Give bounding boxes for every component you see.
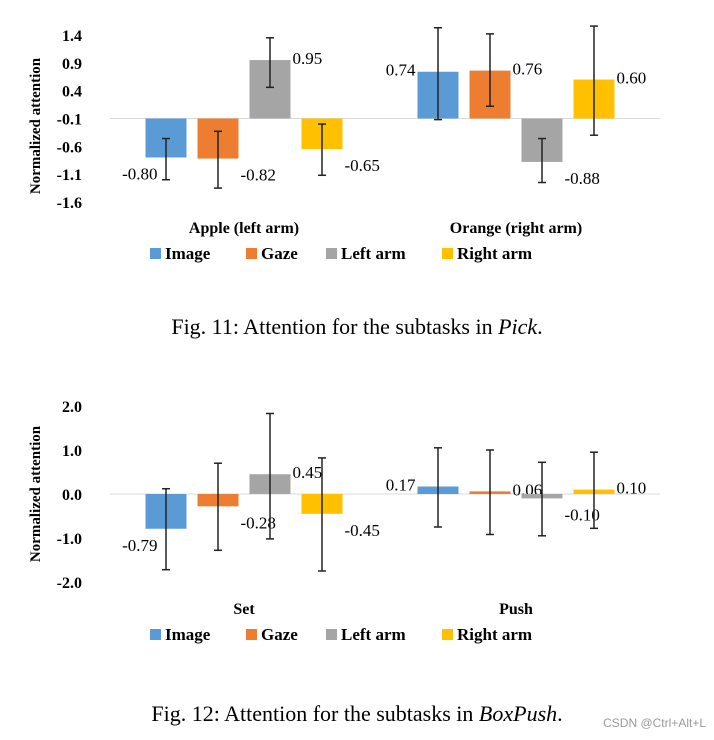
legend-swatch (442, 248, 453, 259)
data-label: -0.10 (565, 505, 600, 524)
y-tick-label: 2.0 (62, 399, 82, 416)
y-tick-label: 0.4 (62, 84, 82, 101)
legend-label: Left arm (341, 244, 406, 263)
caption-suffix: . (537, 314, 543, 339)
y-tick-label: 0.9 (62, 56, 82, 73)
data-label: -0.45 (345, 521, 380, 540)
legend-swatch (150, 248, 161, 259)
data-label: 0.74 (386, 61, 416, 80)
legend-swatch (326, 629, 337, 640)
y-tick-label: -1.0 (57, 531, 82, 548)
y-tick-label: -2.0 (57, 575, 82, 592)
y-tick-label: -1.1 (57, 167, 82, 184)
category-label: Apple (left arm) (189, 220, 299, 237)
legend-label: Gaze (261, 625, 298, 644)
y-tick-label: -1.6 (57, 195, 82, 212)
figure-caption-pick: Fig. 11: Attention for the subtasks in P… (0, 314, 714, 340)
chart-boxpush: Normalized attention 2.0 1.0 0.0 -1.0 -2.0 -0.… (28, 399, 660, 644)
y-tick-label: 1.0 (62, 443, 82, 460)
category-label: Push (499, 601, 533, 618)
category-label: Set (233, 601, 255, 618)
legend-label: Left arm (341, 625, 406, 644)
data-label: 0.45 (293, 463, 323, 482)
data-label: 0.17 (386, 476, 416, 495)
data-label: 0.10 (617, 479, 647, 498)
caption-text: Fig. 11: Attention for the subtasks in (171, 314, 499, 339)
legend-swatch (326, 248, 337, 259)
legend-swatch (150, 629, 161, 640)
data-label: 0.95 (293, 49, 323, 68)
caption-suffix: . (557, 701, 563, 726)
data-label: -0.79 (122, 536, 157, 555)
data-label: 0.60 (617, 69, 647, 88)
legend-label: Image (165, 244, 211, 263)
caption-text: Fig. 12: Attention for the subtasks in (151, 701, 479, 726)
legend-swatch (246, 248, 257, 259)
data-label: -0.65 (345, 156, 380, 175)
caption-emphasis: BoxPush (478, 701, 558, 726)
data-label: -0.80 (122, 164, 157, 183)
legend-swatch (442, 629, 453, 640)
y-tick-label: -0.6 (57, 139, 82, 156)
y-axis-label: Normalized attention (28, 425, 44, 562)
legend-swatch (246, 629, 257, 640)
watermark: CSDN @Ctrl+Alt+L (603, 716, 706, 730)
figure-caption-boxpush: Fig. 12: Attention for the subtasks in B… (0, 701, 714, 727)
category-label: Orange (right arm) (450, 220, 582, 237)
legend-label: Right arm (457, 625, 532, 644)
legend-label: Right arm (457, 244, 532, 263)
legend-label: Gaze (261, 244, 298, 263)
data-label: -0.28 (241, 513, 276, 532)
y-tick-label: -0.1 (57, 112, 82, 129)
y-tick-label: 0.0 (62, 487, 82, 504)
chart-pick: Normalized attention 1.4 0.9 0.4 -0.1 -0.6 -1.… (28, 25, 660, 263)
data-label: -0.82 (241, 166, 276, 185)
y-axis-label: Normalized attention (28, 57, 44, 194)
data-label: -0.88 (565, 169, 600, 188)
data-label: 0.76 (513, 60, 543, 79)
y-tick-label: 1.4 (62, 28, 82, 45)
caption-emphasis: Pick (498, 314, 538, 339)
legend-label: Image (165, 625, 211, 644)
